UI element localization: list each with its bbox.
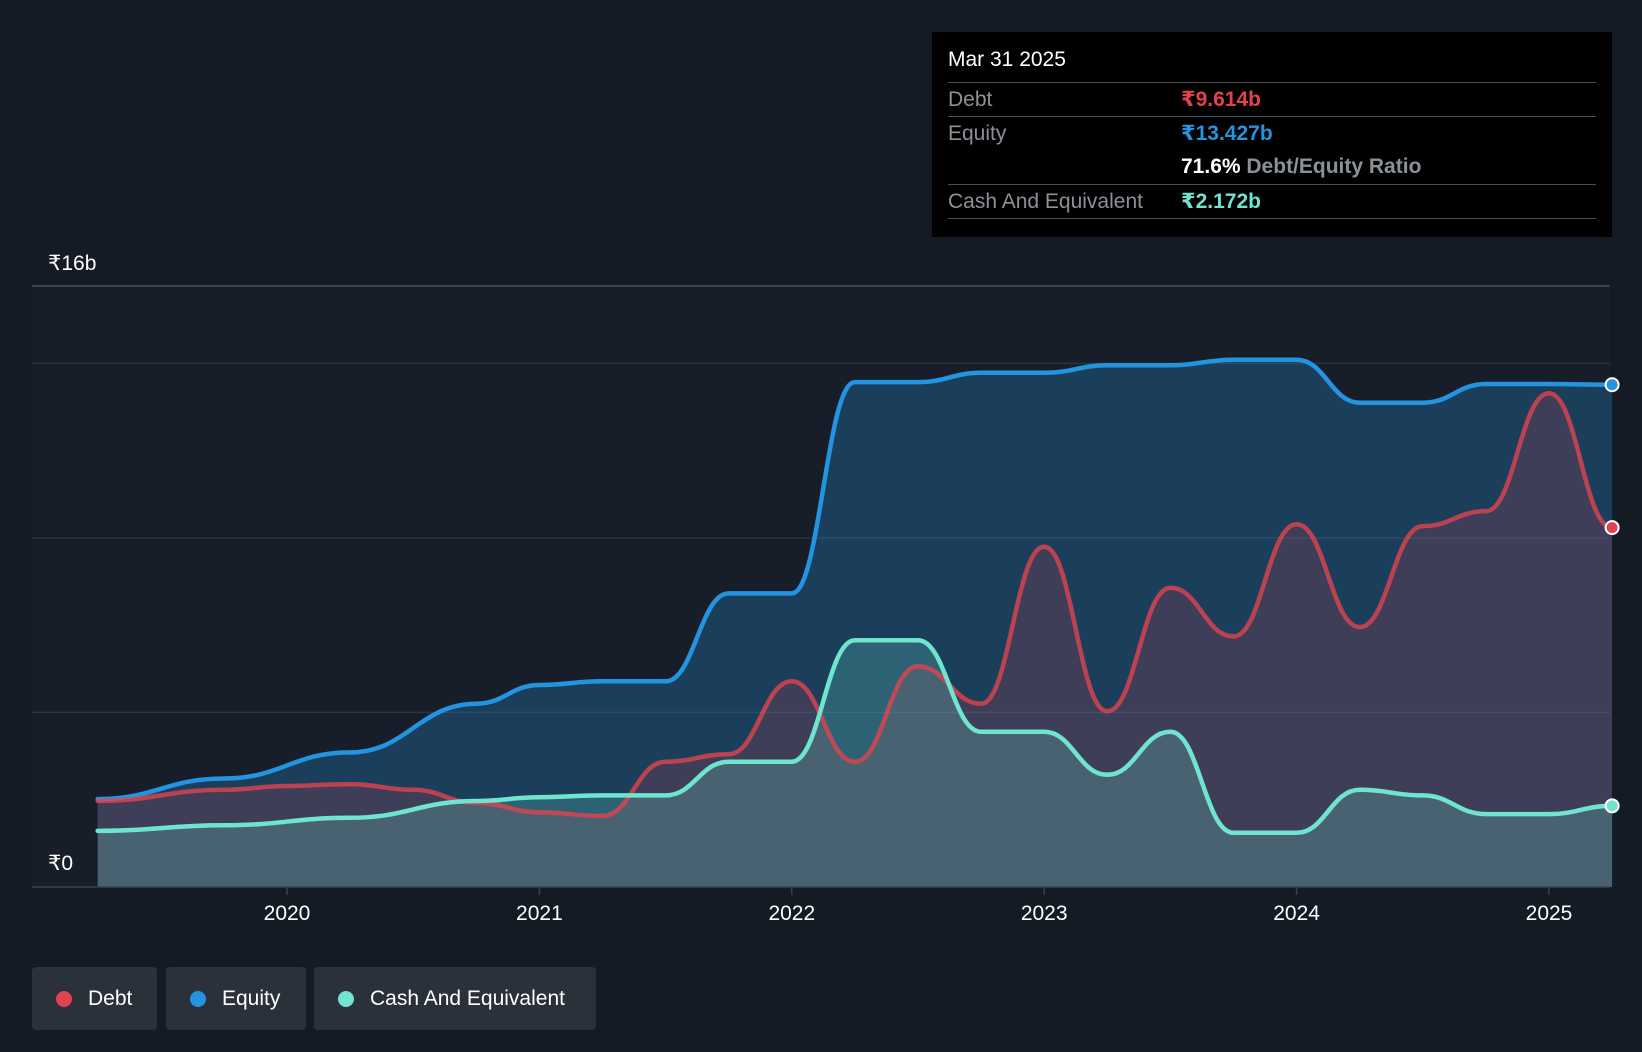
legend-cash-dot-icon — [338, 991, 354, 1007]
tooltip-equity-value: ₹13.427b — [1181, 122, 1273, 145]
tooltip-debt-value: ₹9.614b — [1181, 88, 1261, 111]
y-axis-top-label: ₹16b — [48, 252, 96, 275]
tooltip-panel: Mar 31 2025 Debt ₹9.614b Equity ₹13.427b… — [932, 32, 1612, 237]
tooltip-row-equity: Equity ₹13.427b — [948, 116, 1596, 150]
x-tick-label: 2023 — [1021, 902, 1068, 925]
legend-cash-label: Cash And Equivalent — [370, 987, 565, 1010]
tooltip-row-ratio: 71.6% Debt/Equity Ratio — [948, 150, 1596, 183]
x-tick-label: 2024 — [1273, 902, 1320, 925]
tooltip-debt-label: Debt — [948, 88, 993, 111]
tooltip-equity-label: Equity — [948, 122, 1007, 145]
legend-item-cash[interactable]: Cash And Equivalent — [314, 967, 596, 1030]
series-lines — [95, 357, 1615, 836]
x-tick-label: 2021 — [516, 902, 563, 925]
legend-debt-dot-icon — [56, 991, 72, 1007]
equity-area — [97, 359, 1613, 887]
x-tick-label: 2020 — [264, 902, 311, 925]
tooltip-ratio-value: 71.6% — [1181, 155, 1241, 178]
x-axis-ticks: 2020 2021 2022 2023 2024 2025 — [264, 887, 1573, 925]
cash-and-equivalent-line — [95, 637, 1615, 836]
debt-end-point — [1604, 520, 1620, 536]
equity-line — [95, 357, 1615, 802]
tooltip-cash-label: Cash And Equivalent — [948, 190, 1143, 213]
tooltip-ratio-label: Debt/Equity Ratio — [1246, 155, 1422, 178]
tooltip-row-cash: Cash And Equivalent ₹2.172b — [948, 184, 1596, 219]
legend-equity-dot-icon — [190, 991, 206, 1007]
x-tick-label: 2025 — [1526, 902, 1573, 925]
legend-item-equity[interactable]: Equity — [166, 967, 306, 1030]
legend-debt-label: Debt — [88, 987, 133, 1010]
cash-and-equivalent-end-point — [1604, 798, 1620, 814]
tooltip-row-debt: Debt ₹9.614b — [948, 82, 1596, 116]
tooltip-cash-value: ₹2.172b — [1181, 190, 1261, 213]
tooltip-date: Mar 31 2025 — [948, 48, 1066, 71]
tooltip-ratio: 71.6% Debt/Equity Ratio — [1181, 150, 1421, 183]
x-tick-label: 2022 — [768, 902, 815, 925]
debt-area — [97, 393, 1613, 887]
debt-line — [95, 391, 1615, 819]
legend-item-debt[interactable]: Debt — [32, 967, 157, 1030]
y-axis-bottom-label: ₹0 — [48, 852, 73, 875]
series-end-points — [1604, 377, 1620, 814]
equity-end-point — [1604, 377, 1620, 393]
legend-equity-label: Equity — [222, 987, 281, 1010]
